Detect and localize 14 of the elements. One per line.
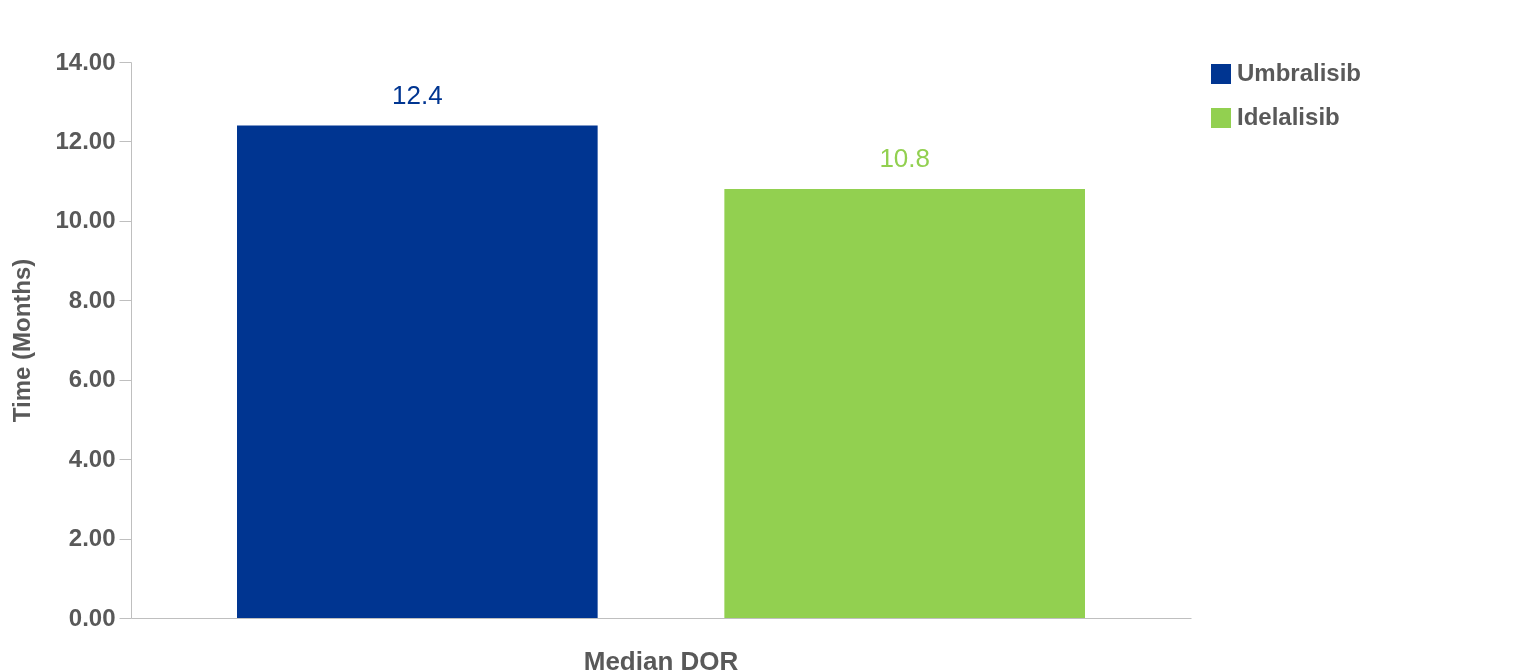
legend-label: Idelalisib <box>1237 103 1340 130</box>
y-tick-label: 10.00 <box>55 206 116 234</box>
y-tick-label: 8.00 <box>68 285 116 313</box>
data-label: 10.8 <box>879 143 930 174</box>
y-tick-label: 4.00 <box>68 444 116 472</box>
legend-label: Umbralisib <box>1237 59 1362 86</box>
x-tick-label: Median DOR <box>583 645 739 672</box>
y-tick-label: 2.00 <box>68 524 116 552</box>
y-tick-label: 6.00 <box>68 365 116 393</box>
y-tick-label: 12.00 <box>55 126 116 154</box>
y-axis-title: Time (Months) <box>8 258 36 423</box>
y-tick-label: 14.00 <box>55 47 116 75</box>
y-tick-label: 0.00 <box>68 603 116 631</box>
data-label: 12.4 <box>392 79 443 110</box>
